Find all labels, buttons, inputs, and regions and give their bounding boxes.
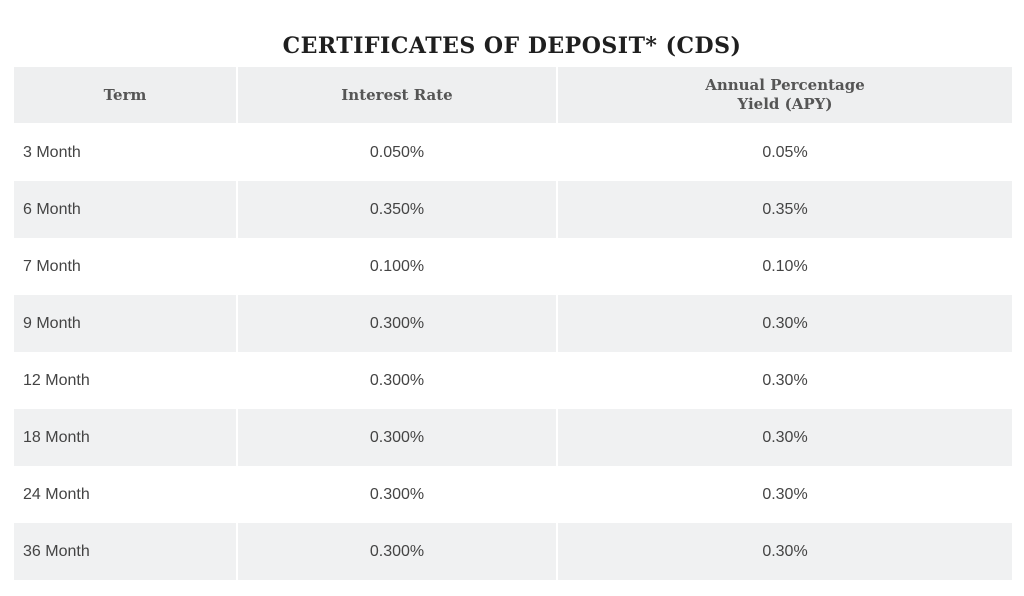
apy-cell: 0.30%: [557, 352, 1012, 409]
interest-rate-cell: 0.100%: [237, 238, 558, 295]
apy-cell: 0.35%: [557, 181, 1012, 238]
table-row: 9 Month 0.300% 0.30%: [14, 295, 1012, 352]
apy-cell: 0.30%: [557, 466, 1012, 523]
apy-cell: 0.05%: [557, 124, 1012, 181]
column-header-term-label: Term: [103, 85, 147, 104]
interest-rate-cell: 0.300%: [237, 409, 558, 466]
apy-cell: 0.10%: [557, 238, 1012, 295]
cd-rates-table: Term Interest Rate Annual Percentage Yie…: [14, 67, 1012, 580]
table-row: 18 Month 0.300% 0.30%: [14, 409, 1012, 466]
interest-rate-cell: 0.350%: [237, 181, 558, 238]
term-cell: 18 Month: [14, 409, 238, 466]
table-row: 36 Month 0.300% 0.30%: [14, 523, 1012, 580]
column-header-term: Term: [14, 67, 238, 125]
table-row: 3 Month 0.050% 0.05%: [14, 124, 1012, 181]
interest-rate-cell: 0.300%: [237, 523, 558, 580]
apy-cell: 0.30%: [557, 523, 1012, 580]
page-title: CERTIFICATES OF DEPOSIT* (CDS): [282, 32, 742, 59]
term-cell: 3 Month: [14, 124, 238, 181]
apy-cell: 0.30%: [557, 295, 1012, 352]
column-header-interest-rate: Interest Rate: [237, 67, 558, 125]
term-cell: 24 Month: [14, 466, 238, 523]
interest-rate-cell: 0.300%: [237, 352, 558, 409]
term-cell: 36 Month: [14, 523, 238, 580]
term-cell: 6 Month: [14, 181, 238, 238]
table-row: 7 Month 0.100% 0.10%: [14, 238, 1012, 295]
interest-rate-cell: 0.300%: [237, 295, 558, 352]
term-cell: 9 Month: [14, 295, 238, 352]
column-header-apy: Annual Percentage Yield (APY): [557, 67, 1012, 125]
apy-cell: 0.30%: [557, 409, 1012, 466]
interest-rate-cell: 0.050%: [237, 124, 558, 181]
term-cell: 7 Month: [14, 238, 238, 295]
term-cell: 12 Month: [14, 352, 238, 409]
table-row: 12 Month 0.300% 0.30%: [14, 352, 1012, 409]
table-header-row: Term Interest Rate Annual Percentage Yie…: [14, 67, 1012, 125]
table-row: 6 Month 0.350% 0.35%: [14, 181, 1012, 238]
table-row: 24 Month 0.300% 0.30%: [14, 466, 1012, 523]
column-header-apy-label: Annual Percentage Yield (APY): [705, 76, 865, 113]
interest-rate-cell: 0.300%: [237, 466, 558, 523]
column-header-interest-rate-label: Interest Rate: [341, 85, 453, 104]
